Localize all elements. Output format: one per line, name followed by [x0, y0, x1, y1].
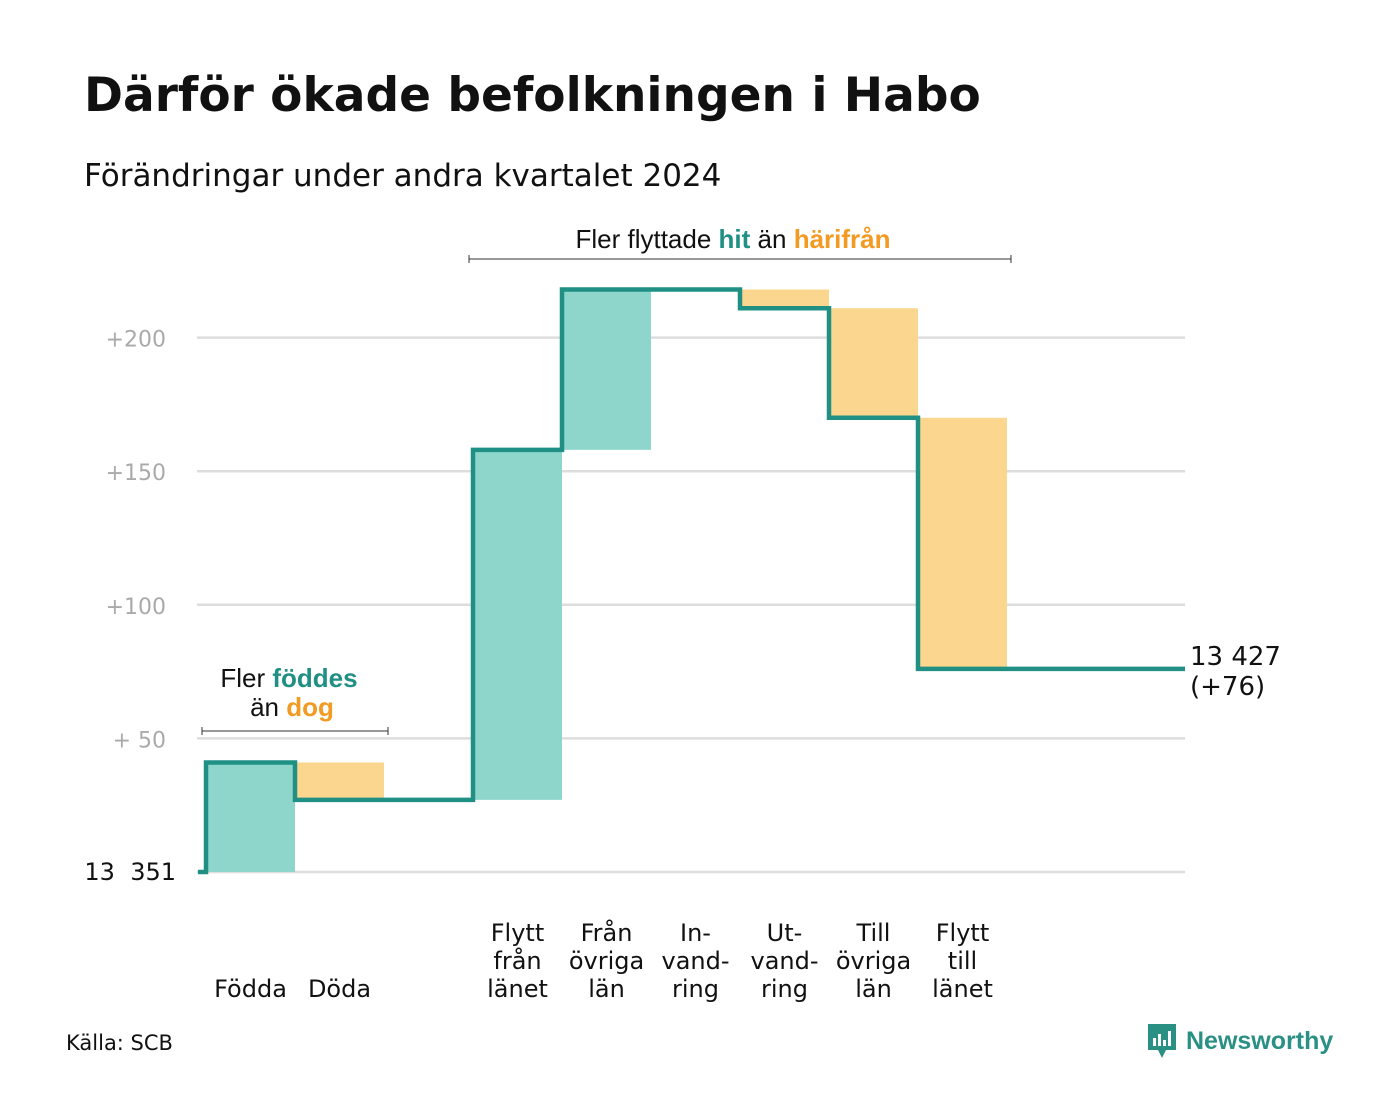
category-label-9: Flytt till länet [932, 919, 993, 1003]
category-label-line: från [493, 946, 541, 975]
category-label-line: ring [761, 975, 808, 1003]
category-label-line: län [855, 975, 892, 1003]
category-label-line: länet [487, 975, 548, 1003]
grid-lines [197, 336, 1185, 874]
category-label-8: Till övriga län [836, 919, 911, 1003]
category-label-line: övriga [836, 947, 911, 975]
step-line [198, 287, 1185, 875]
migration-annotation-highlight-away: härifrån [794, 224, 891, 254]
y-tick-label: + 50 [113, 728, 166, 753]
births-annotation-prefix: Fler [220, 663, 272, 693]
category-label-1: Födda [214, 975, 287, 1003]
migration-bracket [468, 255, 1012, 263]
waterfall-bar-2 [295, 762, 384, 800]
category-label-line: Födda [214, 975, 287, 1003]
y-tick-labels: + 50 +100 +150 +200 [106, 328, 166, 754]
category-label-line: Ut- [767, 919, 803, 947]
category-label-4: Flytt från länet [487, 919, 548, 1003]
end-change-label: (+76) [1190, 672, 1265, 702]
migration-annotation-highlight-here: hit [719, 224, 751, 254]
waterfall-bar-8 [829, 308, 918, 418]
category-label-line: vand- [661, 947, 729, 975]
births-annotation-highlight-born: föddes [272, 663, 357, 693]
y-tick-label: +100 [106, 595, 166, 620]
newsworthy-logo-icon [1148, 1024, 1176, 1058]
category-label-6: In-vand-ring [661, 919, 729, 1003]
category-label-line: Flytt [936, 919, 990, 947]
category-label-line: Flytt [491, 919, 545, 947]
category-label-line: till [948, 947, 977, 975]
category-label-line: Från [581, 918, 633, 947]
category-label-line: övriga [569, 947, 644, 975]
end-value-label: 13 427 [1190, 642, 1281, 672]
step-line-group [198, 287, 1185, 875]
category-label-line: Till [856, 919, 891, 947]
births-bracket [201, 727, 389, 735]
migration-annotation-prefix: Fler flyttade [575, 224, 718, 254]
births-annotation-line1: Fler föddes [220, 663, 357, 693]
y-tick-label: +200 [106, 328, 166, 353]
source-note: Källa: SCB [66, 1031, 173, 1055]
category-label-line: Döda [308, 975, 371, 1003]
category-label-line: län [588, 975, 625, 1003]
chart-title: Därför ökade befolkningen i Habo [84, 68, 981, 123]
births-annotation-than: än [250, 692, 286, 722]
start-value-label: 13 351 [84, 858, 176, 886]
births-annotation-highlight-died: dog [286, 692, 334, 722]
category-label-line: ring [672, 975, 719, 1003]
category-label-7: Ut-vand-ring [750, 919, 818, 1003]
births-annotation-line2: än dog [250, 692, 334, 722]
waterfall-bar-5 [562, 289, 651, 450]
waterfall-bar-4 [473, 449, 562, 800]
brand-name: Newsworthy [1186, 1026, 1334, 1055]
category-label-5: Från övriga län [569, 918, 644, 1003]
brand-logo: Newsworthy [1146, 1022, 1333, 1060]
category-label-2: Döda [308, 975, 371, 1003]
category-label-line: vand- [750, 947, 818, 975]
y-tick-label: +150 [106, 461, 166, 486]
migration-annotation: Fler flyttade hit än härifrån [575, 224, 890, 254]
waterfall-bar-9 [918, 417, 1007, 669]
bars [206, 289, 1007, 872]
category-label-line: In- [680, 919, 711, 947]
waterfall-bar-1 [206, 762, 295, 872]
waterfall-bar-7 [740, 289, 829, 309]
chart-subtitle: Förändringar under andra kvartalet 2024 [84, 158, 722, 194]
category-label-line: länet [932, 975, 993, 1003]
migration-annotation-than: än [750, 224, 793, 254]
